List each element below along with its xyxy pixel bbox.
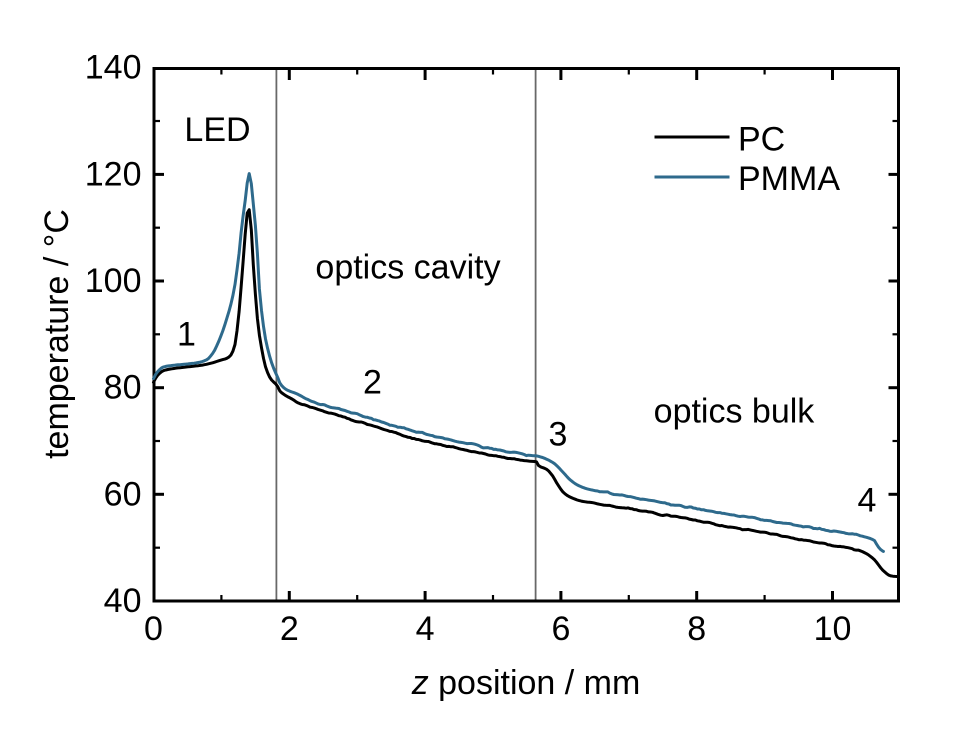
svg-text:optics bulk: optics bulk <box>654 393 816 431</box>
svg-text:z position / mm: z position / mm <box>411 664 641 702</box>
svg-text:40: 40 <box>104 582 142 620</box>
svg-text:PC: PC <box>738 121 785 159</box>
svg-text:2: 2 <box>363 364 382 402</box>
svg-text:60: 60 <box>104 475 142 513</box>
svg-text:6: 6 <box>551 610 570 648</box>
svg-text:LED: LED <box>184 111 250 149</box>
svg-text:140: 140 <box>85 49 142 87</box>
svg-text:PMMA: PMMA <box>738 160 840 198</box>
svg-text:80: 80 <box>104 369 142 407</box>
svg-text:4: 4 <box>416 610 435 648</box>
svg-text:2: 2 <box>280 610 299 648</box>
svg-text:100: 100 <box>85 262 142 300</box>
svg-text:temperature / °C: temperature / °C <box>38 209 76 459</box>
svg-text:120: 120 <box>85 155 142 193</box>
svg-text:4: 4 <box>858 482 877 520</box>
svg-text:10: 10 <box>814 610 852 648</box>
svg-text:8: 8 <box>687 610 706 648</box>
svg-text:1: 1 <box>177 316 196 354</box>
svg-text:3: 3 <box>549 416 568 454</box>
svg-text:0: 0 <box>144 610 163 648</box>
svg-text:optics cavity: optics cavity <box>315 249 500 287</box>
